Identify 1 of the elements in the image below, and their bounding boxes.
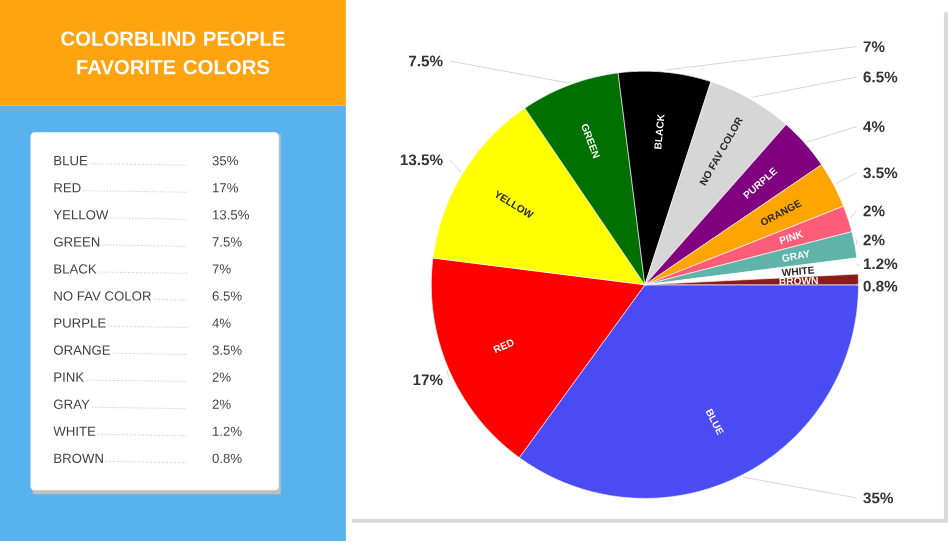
text: COLORBLIND PEOPLE FAVORITE COLORS — [61, 31, 285, 75]
